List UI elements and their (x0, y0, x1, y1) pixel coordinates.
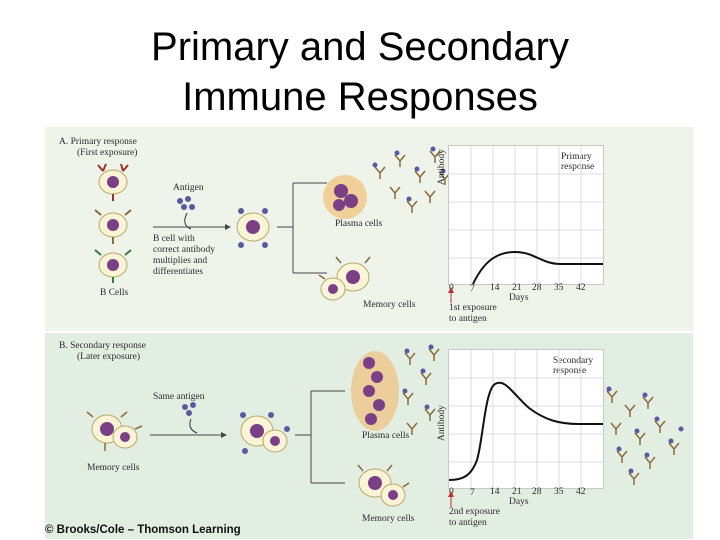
bcell-1 (97, 163, 129, 201)
memory-cell-cluster-left (86, 411, 143, 451)
bcell-caption-3: multiplies and (153, 256, 208, 266)
graph-b-exposure-2: to antigen (449, 518, 487, 528)
bcell-3 (94, 249, 132, 283)
memory-cell-cluster-a (318, 256, 371, 301)
memory-cell-cluster-b (357, 464, 410, 507)
title-line-1: Primary and Secondary (151, 25, 569, 69)
bcell-2 (94, 209, 132, 244)
plasma-cell-cluster-b (351, 351, 399, 431)
graph-b-exposure-1: 2nd exposure (449, 507, 500, 517)
panel-a-subheading: (First exposure) (77, 148, 138, 158)
antigen-cluster (177, 196, 195, 210)
secondary-response-panel: B. Secondary response (Later exposure) S… (45, 333, 693, 539)
secreted-antibodies-b (402, 348, 440, 435)
graph-b-title-2: response (553, 366, 587, 376)
graph-b-tick-14: 14 (490, 487, 500, 497)
graph-a-title-1: Primary (561, 152, 592, 162)
plasma-cells-label: Plasma cells (335, 219, 383, 229)
antigen-dots-b (402, 344, 434, 410)
antigen-arrow (184, 212, 192, 230)
plasma-cells-label-b: Plasma cells (362, 431, 410, 441)
graph-a-exposure-2: to antigen (449, 314, 487, 324)
copyright-notice: © Brooks/Cole – Thomson Learning (45, 524, 241, 536)
antigen-dots-a (372, 146, 446, 202)
graph-b-tick-42: 42 (576, 487, 586, 497)
graph-b-title-1: Secondary (553, 356, 594, 366)
memory-cells-left-label: Memory cells (87, 463, 140, 473)
memory-cells-label-b: Memory cells (362, 514, 415, 524)
bcell-caption-2: correct antibody (153, 245, 215, 255)
activated-bcell (236, 208, 270, 248)
bcell-caption-1: B cell with (153, 234, 195, 244)
graph-a-exposure-arrow (448, 287, 454, 303)
antigen-dots-right (606, 386, 684, 474)
graph-a-tick-42: 42 (576, 283, 586, 293)
graph-a-xlabel: Days (509, 293, 529, 303)
panel-a-heading: A. Primary response (59, 137, 137, 147)
same-antigen-label: Same antigen (153, 392, 205, 402)
immune-response-figure: A. Primary response (First exposure) Ant… (45, 127, 693, 539)
panel-b-heading: B. Secondary response (59, 341, 146, 351)
graph-b-tick-7: 7 (470, 488, 475, 498)
graph-a-tick-21: 21 (512, 283, 522, 293)
same-antigen-arrow (189, 418, 198, 434)
graph-a-tick-28: 28 (532, 283, 542, 293)
branch-lines (277, 182, 327, 274)
panel-divider (45, 331, 693, 333)
branch-lines-b (295, 390, 345, 484)
slide-title: Primary and Secondary Immune Responses (0, 22, 720, 122)
graph-b-exposure-arrow (448, 491, 454, 507)
panel-b-subheading: (Later exposure) (77, 352, 141, 362)
graph-b-tick-28: 28 (532, 487, 542, 497)
graph-a-plot (449, 146, 603, 285)
graph-a-gridlines (449, 146, 603, 284)
antigen-label: Antigen (173, 183, 204, 193)
graph-b-tick-35: 35 (554, 487, 564, 497)
secreted-antibodies-a (374, 150, 451, 213)
antibody-spray-right (606, 390, 680, 485)
secondary-response-graph: Secondary response (448, 349, 604, 489)
graph-a-title-2: response (561, 162, 595, 172)
activated-memory-cells (240, 412, 290, 454)
memory-cells-label: Memory cells (363, 300, 416, 310)
primary-response-graph: Primary response (448, 145, 604, 285)
graph-b-tick-21: 21 (512, 487, 522, 497)
bcell-caption-4: differentiates (153, 267, 203, 277)
same-antigen-cluster (182, 402, 196, 416)
title-line-2: Immune Responses (182, 75, 538, 119)
graph-b-xlabel: Days (509, 497, 529, 507)
graph-a-tick-14: 14 (490, 283, 500, 293)
bcells-label: B Cells (100, 288, 129, 298)
primary-response-curve (472, 250, 603, 285)
primary-response-panel: A. Primary response (First exposure) Ant… (45, 127, 693, 331)
graph-a-tick-7: 7 (470, 284, 475, 294)
panel-b-illustration (86, 344, 684, 507)
plasma-cell-cluster (323, 175, 367, 219)
secondary-response-curve (448, 381, 603, 481)
graph-a-tick-35: 35 (554, 283, 564, 293)
graph-b-plot (448, 350, 603, 488)
graph-a-exposure-1: 1st exposure (449, 303, 497, 313)
panel-a-illustration (94, 146, 451, 301)
